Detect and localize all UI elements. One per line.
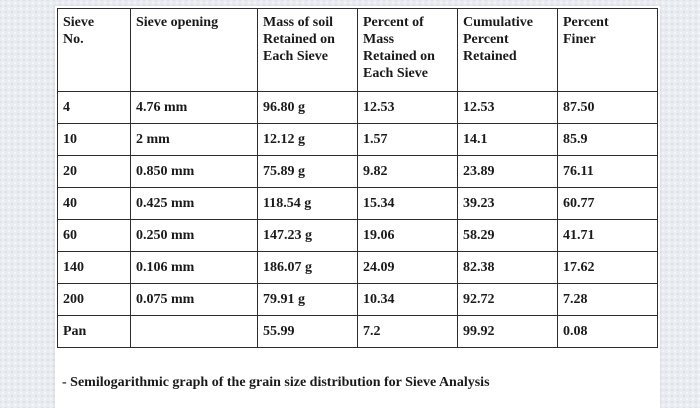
cell-cumulative-retained: 92.72 — [457, 283, 558, 316]
table-row: 4 4.76 mm 96.80 g 12.53 12.53 87.50 — [57, 91, 658, 124]
header-mass-retained: Mass of soil Retained on Each Sieve — [257, 8, 358, 92]
cell-percent-finer: 87.50 — [557, 91, 658, 124]
cell-cumulative-retained: 14.1 — [457, 123, 558, 156]
table-row: 40 0.425 mm 118.54 g 15.34 39.23 60.77 — [57, 187, 658, 220]
cell-sieve-opening: 4.76 mm — [130, 91, 258, 124]
table-row: 140 0.106 mm 186.07 g 24.09 82.38 17.62 — [57, 251, 658, 284]
table-row: Pan 55.99 7.2 99.92 0.08 — [57, 315, 658, 348]
cell-cumulative-retained: 82.38 — [457, 251, 558, 284]
cell-percent-finer: 7.28 — [557, 283, 658, 316]
cell-sieve-opening: 0.075 mm — [130, 283, 258, 316]
cell-sieve-opening: 0.425 mm — [130, 187, 258, 220]
cell-mass-retained: 96.80 g — [257, 91, 358, 124]
cell-cumulative-retained: 23.89 — [457, 155, 558, 188]
header-percent-finer: Percent Finer — [557, 8, 658, 92]
cell-cumulative-retained: 58.29 — [457, 219, 558, 252]
table-header-row: Sieve No. Sieve opening Mass of soil Ret… — [57, 8, 658, 92]
cell-percent-finer: 41.71 — [557, 219, 658, 252]
cell-cumulative-retained: 99.92 — [457, 315, 558, 348]
header-percent-retained: Percent of Mass Retained on Each Sieve — [357, 8, 458, 92]
cell-sieve-no: 200 — [57, 283, 131, 316]
cell-percent-finer: 60.77 — [557, 187, 658, 220]
cell-mass-retained: 79.91 g — [257, 283, 358, 316]
cell-cumulative-retained: 39.23 — [457, 187, 558, 220]
cell-percent-finer: 17.62 — [557, 251, 658, 284]
cell-sieve-no: 4 — [57, 91, 131, 124]
header-sieve-opening: Sieve opening — [130, 8, 258, 92]
cell-sieve-no: 60 — [57, 219, 131, 252]
cell-sieve-opening: 2 mm — [130, 123, 258, 156]
cell-percent-retained: 9.82 — [357, 155, 458, 188]
cell-percent-retained: 1.57 — [357, 123, 458, 156]
table-row: 200 0.075 mm 79.91 g 10.34 92.72 7.28 — [57, 283, 658, 316]
cell-sieve-opening: 0.850 mm — [130, 155, 258, 188]
cell-mass-retained: 118.54 g — [257, 187, 358, 220]
cell-percent-retained: 19.06 — [357, 219, 458, 252]
cell-sieve-no: Pan — [57, 315, 131, 348]
cell-percent-retained: 24.09 — [357, 251, 458, 284]
cell-mass-retained: 75.89 g — [257, 155, 358, 188]
cell-percent-finer: 85.9 — [557, 123, 658, 156]
cell-sieve-no: 40 — [57, 187, 131, 220]
cell-cumulative-retained: 12.53 — [457, 91, 558, 124]
cell-sieve-no: 20 — [57, 155, 131, 188]
cell-mass-retained: 147.23 g — [257, 219, 358, 252]
cell-sieve-opening: 0.106 mm — [130, 251, 258, 284]
cell-mass-retained: 12.12 g — [257, 123, 358, 156]
cell-percent-finer: 0.08 — [557, 315, 658, 348]
table-row: 60 0.250 mm 147.23 g 19.06 58.29 41.71 — [57, 219, 658, 252]
cell-percent-retained: 12.53 — [357, 91, 458, 124]
table-row: 20 0.850 mm 75.89 g 9.82 23.89 76.11 — [57, 155, 658, 188]
cell-mass-retained: 186.07 g — [257, 251, 358, 284]
cell-percent-finer: 76.11 — [557, 155, 658, 188]
header-cumulative-retained: Cumulative Percent Retained — [457, 8, 558, 92]
cell-percent-retained: 7.2 — [357, 315, 458, 348]
cell-percent-retained: 15.34 — [357, 187, 458, 220]
cell-sieve-opening: 0.250 mm — [130, 219, 258, 252]
table-row: 10 2 mm 12.12 g 1.57 14.1 85.9 — [57, 123, 658, 156]
sieve-analysis-table: Sieve No. Sieve opening Mass of soil Ret… — [57, 8, 658, 348]
cell-sieve-opening — [130, 315, 258, 348]
graph-caption: - Semilogarithmic graph of the grain siz… — [62, 375, 490, 390]
cell-mass-retained: 55.99 — [257, 315, 358, 348]
cell-sieve-no: 140 — [57, 251, 131, 284]
header-sieve-no: Sieve No. — [57, 8, 131, 92]
cell-sieve-no: 10 — [57, 123, 131, 156]
cell-percent-retained: 10.34 — [357, 283, 458, 316]
